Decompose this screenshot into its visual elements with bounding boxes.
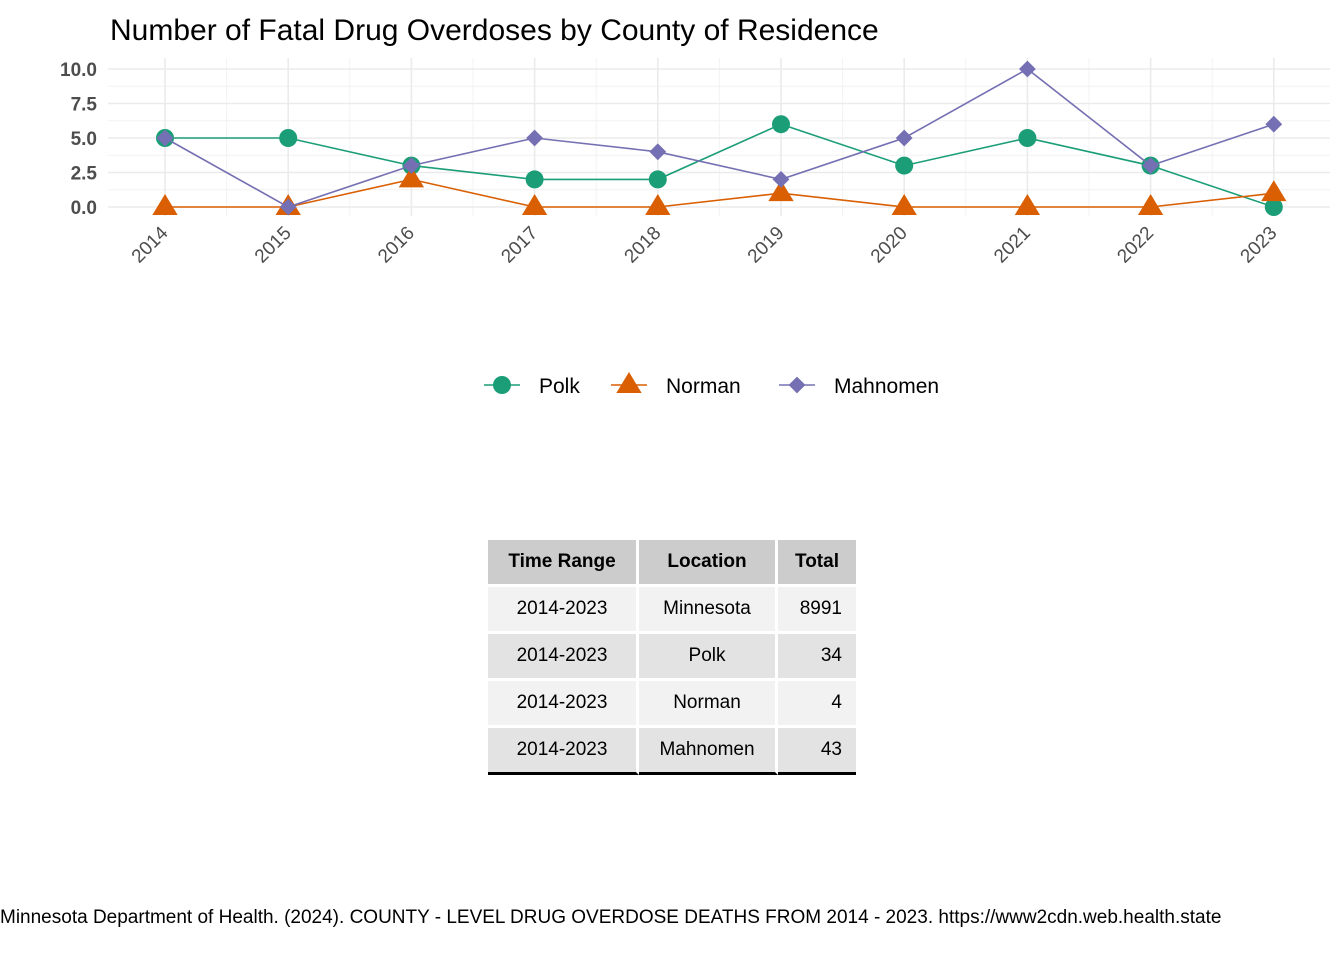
data-point-polk — [1264, 198, 1283, 216]
y-tick-label: 10.0 — [60, 60, 97, 81]
table-row: 2014-2023 Mahnomen 43 — [488, 725, 856, 775]
series-line-norman — [165, 178, 1274, 208]
table-cell-total: 43 — [778, 725, 856, 775]
data-point-mahnomen — [1142, 157, 1159, 174]
legend-label-polk: Polk — [539, 375, 580, 398]
data-point-norman — [768, 180, 794, 202]
data-point-polk — [895, 156, 914, 175]
table-header-total: Total — [778, 540, 856, 584]
chart-title: Number of Fatal Drug Overdoses by County… — [110, 14, 879, 47]
table-cell-location: Mahnomen — [639, 725, 778, 775]
x-tick-label: 2014 — [128, 222, 173, 267]
x-tick-label: 2018 — [621, 223, 666, 268]
data-point-norman — [645, 194, 671, 215]
data-point-mahnomen — [1265, 115, 1283, 133]
y-tick-label: 2.5 — [71, 164, 98, 185]
table-header-location: Location — [639, 540, 778, 584]
data-point-norman — [152, 194, 178, 215]
table-row: 2014-2023 Polk 34 — [488, 631, 856, 678]
table-cell-total: 34 — [778, 631, 856, 678]
legend-label-norman: Norman — [666, 375, 741, 398]
summary-table: Time Range Location Total 2014-2023 Minn… — [488, 540, 856, 775]
table-cell-time-range: 2014-2023 — [488, 631, 639, 678]
y-tick-label: 7.5 — [71, 95, 98, 116]
table-cell-time-range: 2014-2023 — [488, 678, 639, 725]
table-cell-location: Polk — [639, 631, 778, 678]
x-tick-label: 2017 — [497, 223, 542, 268]
data-point-mahnomen — [279, 198, 297, 216]
x-tick-label: 2022 — [1113, 223, 1158, 268]
series-line-polk — [165, 123, 1275, 208]
legend-key-marker-polk — [493, 376, 511, 394]
data-point-polk — [1018, 129, 1037, 147]
table-cell-time-range: 2014-2023 — [488, 725, 639, 775]
table-cell-location: Minnesota — [639, 584, 778, 631]
data-point-mahnomen — [526, 129, 543, 147]
table-header-row: Time Range Location Total — [488, 540, 856, 584]
data-point-polk — [279, 129, 298, 147]
table-cell-total: 4 — [778, 678, 856, 725]
data-point-norman — [891, 194, 917, 215]
legend-label-mahnomen: Mahnomen — [834, 375, 939, 398]
data-point-norman — [1014, 194, 1041, 215]
y-tick-label: 0.0 — [71, 198, 97, 219]
line-chart: Number of Fatal Drug Overdoses by County… — [60, 14, 1330, 398]
data-point-polk — [772, 115, 790, 134]
table-row: 2014-2023 Minnesota 8991 — [488, 584, 856, 631]
table-cell-time-range: 2014-2023 — [488, 584, 639, 631]
x-tick-label: 2023 — [1237, 223, 1282, 268]
table-cell-location: Norman — [639, 678, 778, 725]
table-cell-total: 8991 — [778, 584, 856, 631]
y-tick-label: 5.0 — [71, 129, 97, 150]
data-point-polk — [525, 170, 544, 189]
source-citation: Minnesota Department of Health. (2024). … — [0, 907, 1222, 928]
data-point-norman — [1261, 180, 1287, 202]
data-point-mahnomen — [895, 129, 913, 147]
data-point-polk — [648, 170, 667, 189]
data-point-mahnomen — [772, 171, 790, 188]
data-point-mahnomen — [649, 143, 667, 161]
x-tick-label: 2019 — [744, 223, 789, 268]
data-point-norman — [1137, 194, 1164, 215]
x-tick-label: 2021 — [990, 223, 1035, 268]
x-tick-label: 2020 — [867, 223, 912, 268]
x-tick-label: 2016 — [374, 223, 419, 268]
data-point-mahnomen — [1019, 60, 1036, 78]
table-header-time-range: Time Range — [488, 540, 639, 584]
x-tick-label: 2015 — [251, 223, 296, 268]
data-point-mahnomen — [403, 157, 420, 174]
data-point-norman — [398, 166, 425, 188]
legend-key-marker-mahnomen — [788, 376, 806, 394]
series-line-mahnomen — [164, 68, 1275, 208]
data-point-norman — [521, 194, 548, 215]
legend-key-marker-norman — [616, 372, 642, 393]
table-row: 2014-2023 Norman 4 — [488, 678, 856, 725]
data-point-mahnomen — [156, 129, 174, 147]
